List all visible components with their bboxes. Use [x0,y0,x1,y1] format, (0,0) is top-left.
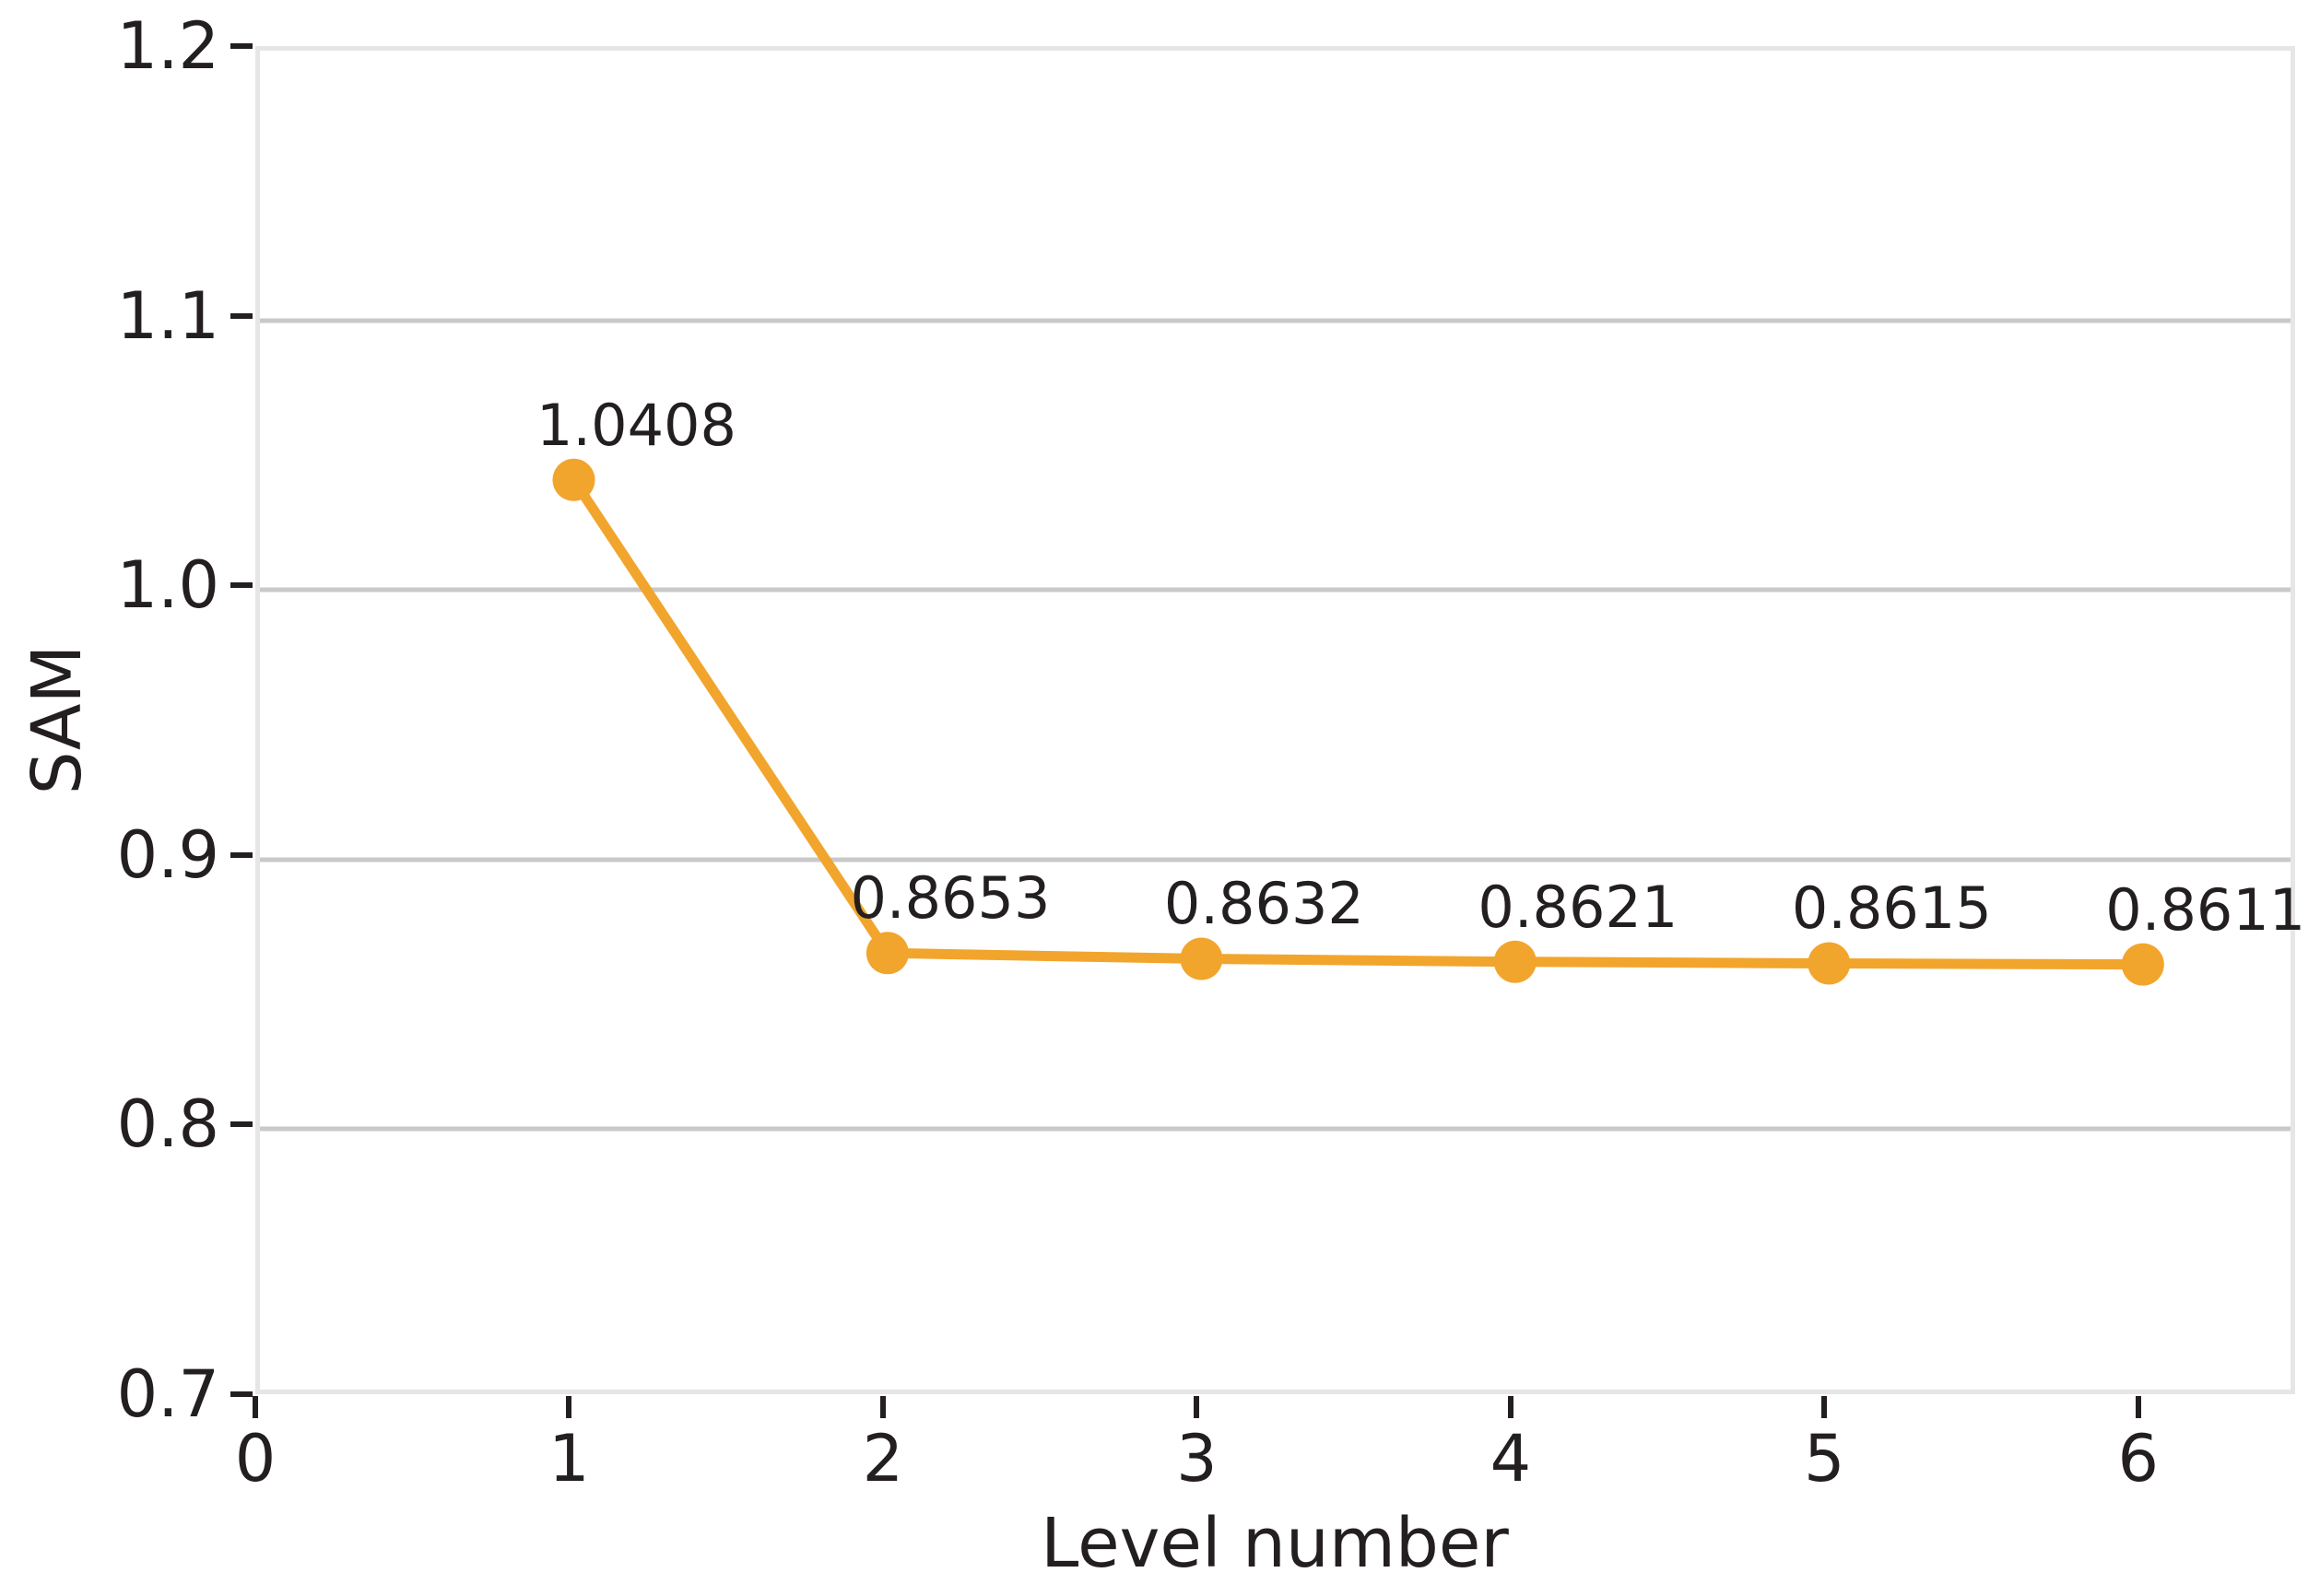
y-tick-mark [230,312,253,319]
x-tick-label: 5 [1804,1421,1845,1496]
x-tick-label: 3 [1176,1421,1218,1496]
data-point-1 [552,458,595,501]
data-point-3 [1180,937,1223,980]
x-tick-mark [566,1396,572,1418]
data-point-2 [866,932,909,975]
x-tick-label: 6 [2117,1421,2160,1496]
x-tick-mark [1194,1396,1200,1418]
x-axis-title: Level number [1041,1504,1509,1583]
grid-line-y-0.9 [260,857,2291,863]
x-tick-label: 0 [234,1421,277,1496]
y-axis-title: SAM [18,644,97,795]
y-tick-mark [230,582,253,589]
x-tick-mark [1507,1396,1513,1418]
x-tick-mark [879,1396,886,1418]
data-point-label-6: 0.8611 [2105,875,2306,944]
x-tick-mark [2135,1396,2141,1418]
y-tick-label: 1.0 [116,547,219,624]
y-tick-mark [230,43,253,49]
y-tick-label: 0.7 [116,1356,219,1432]
data-point-label-5: 0.8615 [1791,874,1992,943]
x-tick-mark [1821,1396,1828,1418]
x-tick-label: 1 [548,1421,590,1496]
y-tick-mark [230,1121,253,1128]
data-point-label-2: 0.8653 [850,864,1051,933]
grid-line-y-1.1 [260,318,2291,323]
data-point-label-4: 0.8621 [1478,873,1678,941]
series-line [569,475,2149,970]
y-tick-label: 0.9 [116,816,219,893]
y-tick-mark [230,851,253,858]
y-tick-label: 1.2 [116,8,219,84]
x-tick-mark [253,1396,258,1418]
grid-line-y-0.8 [260,1126,2291,1132]
data-point-6 [2121,943,2164,986]
plot-area: 1.0408 0.8653 0.8632 0.8621 0.8615 0.8611 [255,46,2305,1394]
y-tick-label: 0.8 [116,1086,219,1163]
x-tick-label: 2 [862,1421,904,1496]
grid-line-y-1 [260,587,2291,593]
data-point-4 [1493,940,1537,983]
y-tick-mark [230,1391,253,1397]
x-tick-label: 4 [1490,1421,1532,1496]
data-point-label-3: 0.8632 [1163,870,1364,938]
line-series [552,458,2164,986]
data-point-label-1: 1.0408 [536,391,736,459]
data-point-5 [1808,942,1851,985]
y-tick-label: 1.1 [116,277,219,354]
